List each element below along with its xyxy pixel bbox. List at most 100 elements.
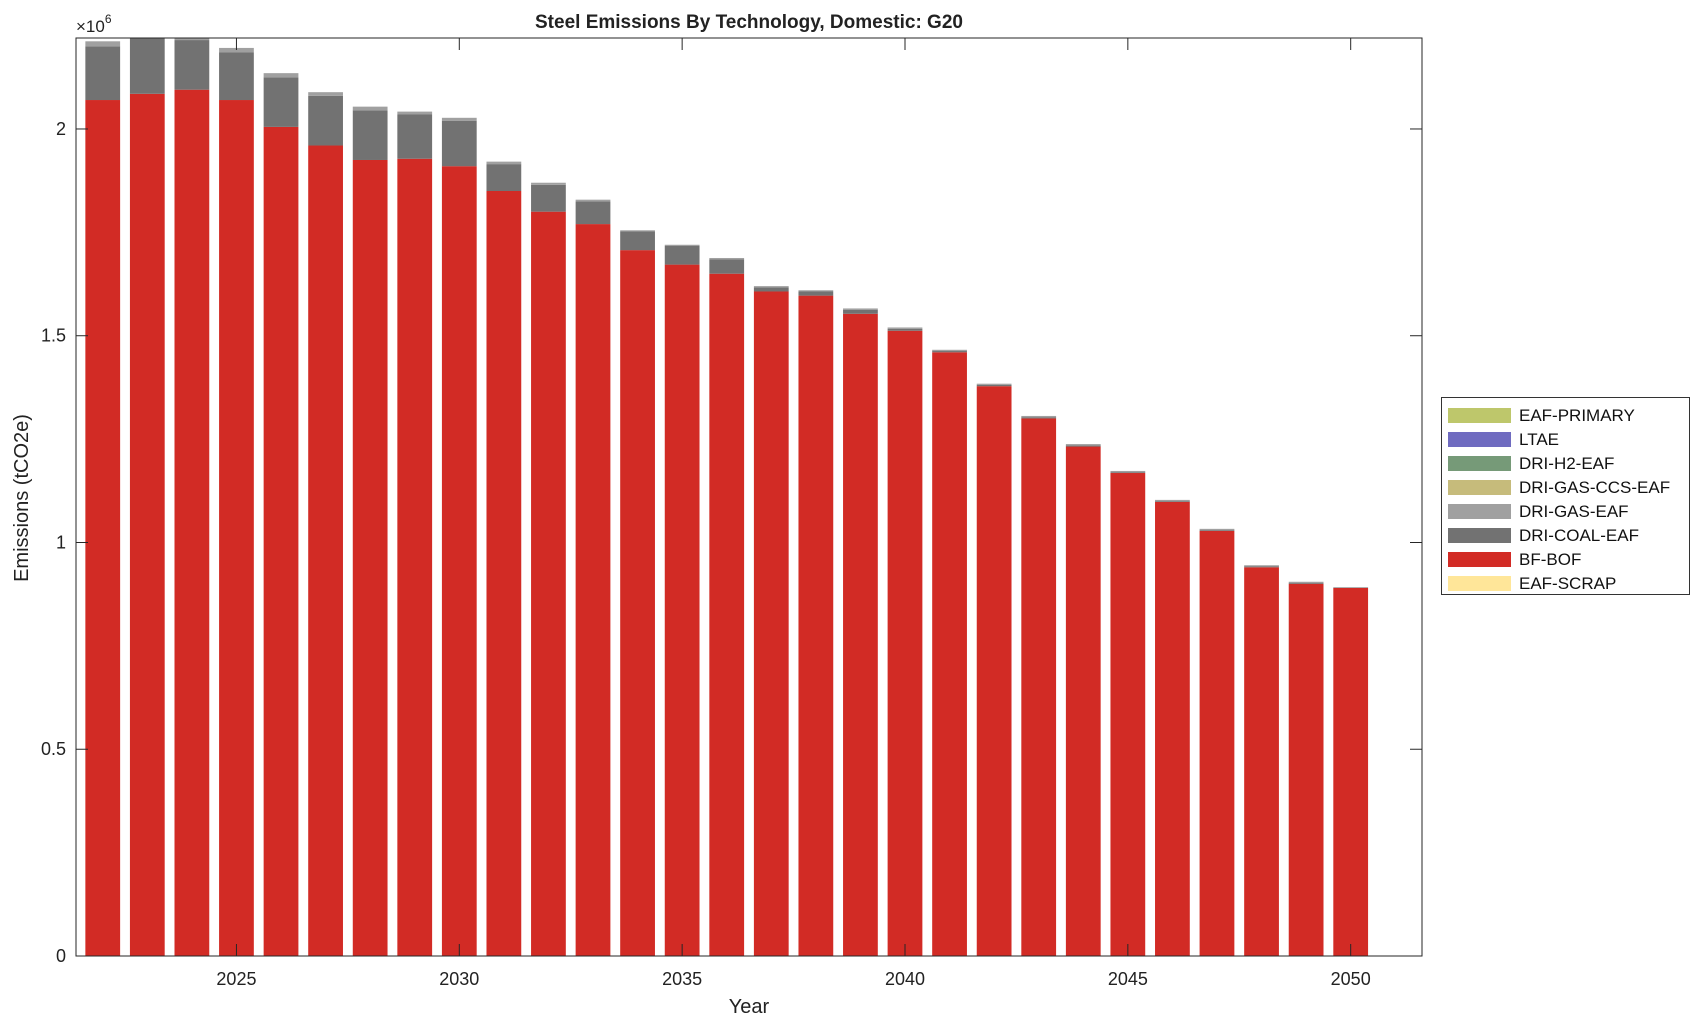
legend-label: BF-BOF [1519,550,1582,569]
bar-bf-bof-2045 [1110,473,1146,956]
bar-bf-bof-2024 [174,89,210,956]
legend-swatch [1448,504,1511,519]
bar-dri-coal-eaf-2034 [620,231,655,251]
legend-label: DRI-COAL-EAF [1519,526,1639,545]
bar-dri-coal-eaf-2038 [798,291,834,296]
bar-dri-gas-eaf-2036 [709,257,745,260]
bar-bf-bof-2023 [129,93,165,956]
legend-item-dri-coal-eaf: DRI-COAL-EAF [1442,523,1689,547]
y-tick-label: 1.5 [41,326,66,346]
bar-bf-bof-2043 [1021,418,1057,956]
bar-bf-bof-2050 [1333,587,1369,956]
x-tick-label: 2025 [216,969,256,989]
bar-dri-coal-eaf-2042 [976,384,1012,387]
bar-dri-coal-eaf-2033 [575,201,611,225]
legend-item-dri-gas-eaf: DRI-GAS-EAF [1442,499,1689,523]
legend-item-dri-gas-ccs-eaf: DRI-GAS-CCS-EAF [1442,475,1689,499]
bar-dri-gas-eaf-2030 [441,117,477,121]
y-tick-label: 2 [56,119,66,139]
bar-bf-bof-2046 [1155,501,1190,956]
legend-label: DRI-H2-EAF [1519,454,1615,473]
legend-swatch [1448,552,1511,567]
bar-dri-gas-eaf-2029 [397,111,433,115]
bar-dri-gas-eaf-2034 [620,230,655,232]
bar-bf-bof-2037 [753,291,789,957]
y-tick-label: 0.5 [41,739,66,759]
plot-area-border [75,37,1423,957]
bar-dri-gas-eaf-2025 [219,47,254,53]
bar-dri-gas-eaf-2032 [531,182,566,185]
x-tick-label: 2030 [439,969,479,989]
x-axis-label: Year [729,996,770,1018]
legend-label: EAF-PRIMARY [1519,406,1635,425]
y-tick-label: 0 [56,946,66,966]
legend-item-eaf-primary: EAF-PRIMARY [1442,403,1689,427]
bar-dri-coal-eaf-2047 [1199,530,1235,531]
bar-dri-gas-eaf-2044 [1065,444,1101,446]
bar-dri-gas-eaf-2031 [486,161,522,165]
bar-dri-coal-eaf-2029 [397,114,433,159]
legend-item-ltae: LTAE [1442,427,1689,451]
bars-group [85,38,1369,957]
bar-dri-gas-eaf-2050 [1333,587,1369,588]
bar-bf-bof-2044 [1065,446,1101,956]
chart-title: Steel Emissions By Technology, Domestic:… [535,12,963,33]
bar-dri-coal-eaf-2027 [308,95,343,146]
legend-swatch [1448,432,1511,447]
bar-dri-coal-eaf-2032 [531,184,566,212]
bar-bf-bof-2033 [575,224,611,957]
bar-dri-coal-eaf-2022 [85,46,121,101]
bar-dri-gas-eaf-2047 [1199,528,1235,531]
bar-dri-coal-eaf-2026 [263,77,299,127]
bar-dri-gas-eaf-2028 [352,106,388,111]
y-tick-label: 1 [56,532,66,552]
bar-dri-gas-eaf-2042 [976,383,1012,385]
y-axis-label: Emissions (tCO2e) [11,414,33,582]
bar-bf-bof-2038 [798,295,834,957]
bar-dri-gas-eaf-2045 [1110,470,1146,473]
legend-swatch [1448,576,1511,591]
bar-dri-coal-eaf-2030 [441,120,477,167]
bar-dri-coal-eaf-2036 [709,259,745,274]
axis-ticks: 0 0.5 1 1.5 2 2025 2030 2035 2040 2045 2050 [41,38,1422,989]
bar-dri-coal-eaf-2028 [352,110,388,160]
bar-dri-gas-eaf-2024 [174,38,210,41]
legend-item-dri-h2-eaf: DRI-H2-EAF [1442,451,1689,475]
bar-dri-gas-eaf-2040 [887,327,923,329]
bar-dri-gas-eaf-2037 [753,286,789,288]
bar-dri-gas-eaf-2035 [664,244,700,246]
bar-dri-coal-eaf-2049 [1288,583,1324,584]
x-tick-label: 2040 [885,969,925,989]
bar-dri-coal-eaf-2037 [753,287,789,292]
bar-dri-gas-eaf-2043 [1021,415,1057,418]
bar-dri-coal-eaf-2031 [486,164,522,191]
legend-item-bf-bof: BF-BOF [1442,547,1689,571]
bar-bf-bof-2041 [932,352,967,956]
legend-swatch [1448,528,1511,543]
y-exponent-base: ×10 [76,17,105,36]
bar-bf-bof-2028 [352,159,388,957]
bar-dri-coal-eaf-2025 [219,52,254,101]
bar-bf-bof-2042 [976,386,1012,957]
bar-dri-coal-eaf-2048 [1244,566,1279,568]
bar-bf-bof-2048 [1244,567,1279,956]
bar-dri-coal-eaf-2046 [1155,501,1190,502]
bar-dri-gas-eaf-2046 [1155,499,1190,502]
bar-bf-bof-2035 [664,264,700,956]
bar-bf-bof-2047 [1199,530,1235,956]
y-axis-exponent: ×106 [76,12,112,36]
bar-dri-coal-eaf-2041 [932,351,967,353]
bar-bf-bof-2022 [85,100,121,956]
bar-dri-gas-eaf-2022 [85,41,121,47]
bar-dri-gas-eaf-2049 [1288,581,1324,584]
bar-dri-coal-eaf-2040 [887,328,923,331]
bar-bf-bof-2034 [620,250,655,956]
bar-dri-gas-eaf-2039 [843,308,878,310]
bar-dri-gas-eaf-2038 [798,290,834,292]
legend-label: LTAE [1519,430,1559,449]
legend-swatch [1448,480,1511,495]
legend-label: DRI-GAS-EAF [1519,502,1629,521]
legend-swatch [1448,456,1511,471]
bar-bf-bof-2039 [843,313,878,957]
bar-bf-bof-2040 [887,330,923,956]
